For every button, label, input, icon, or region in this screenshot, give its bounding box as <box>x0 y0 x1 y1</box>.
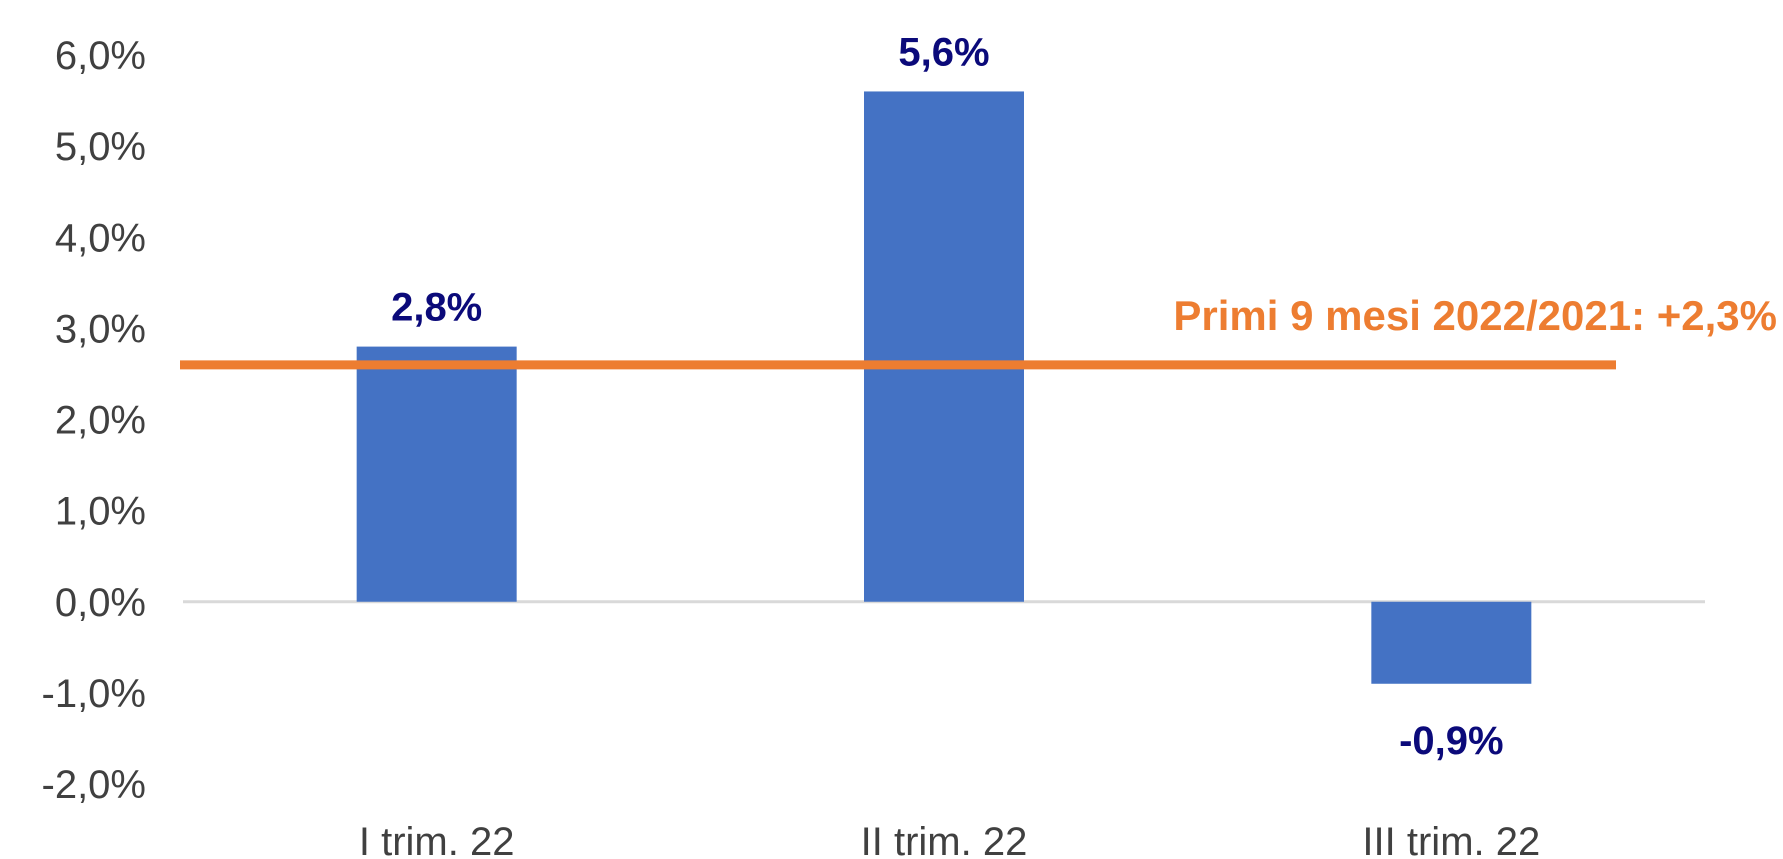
x-axis-category-labels: I trim. 22 II trim. 22 III trim. 22 <box>359 820 1540 859</box>
data-label: 5,6% <box>898 30 989 74</box>
y-tick-label: 5,0% <box>55 125 146 169</box>
x-category-label: I trim. 22 <box>359 820 515 859</box>
x-category-label: II trim. 22 <box>861 820 1028 859</box>
bars-group <box>356 91 1532 684</box>
y-tick-label: 1,0% <box>55 490 146 534</box>
y-tick-label: 6,0% <box>55 34 146 78</box>
y-tick-label: 3,0% <box>55 307 146 351</box>
bar <box>356 346 517 602</box>
bar <box>864 91 1024 602</box>
data-label: 2,8% <box>391 286 482 330</box>
y-tick-label: -1,0% <box>42 672 147 716</box>
data-labels-group: 2,8% 5,6% -0,9% <box>391 30 1504 762</box>
y-tick-label: -2,0% <box>42 763 147 807</box>
y-tick-label: 4,0% <box>55 216 146 260</box>
y-tick-label: 2,0% <box>55 399 146 443</box>
reference-line-label: Primi 9 mesi 2022/2021: +2,3% <box>1173 292 1777 339</box>
bar <box>1371 601 1532 684</box>
x-category-label: III trim. 22 <box>1362 820 1540 859</box>
data-label: -0,9% <box>1399 719 1504 763</box>
y-axis-tick-labels: 6,0% 5,0% 4,0% 3,0% 2,0% 1,0% 0,0% -1,0% -2,0% <box>42 34 147 807</box>
y-tick-label: 0,0% <box>55 581 146 625</box>
